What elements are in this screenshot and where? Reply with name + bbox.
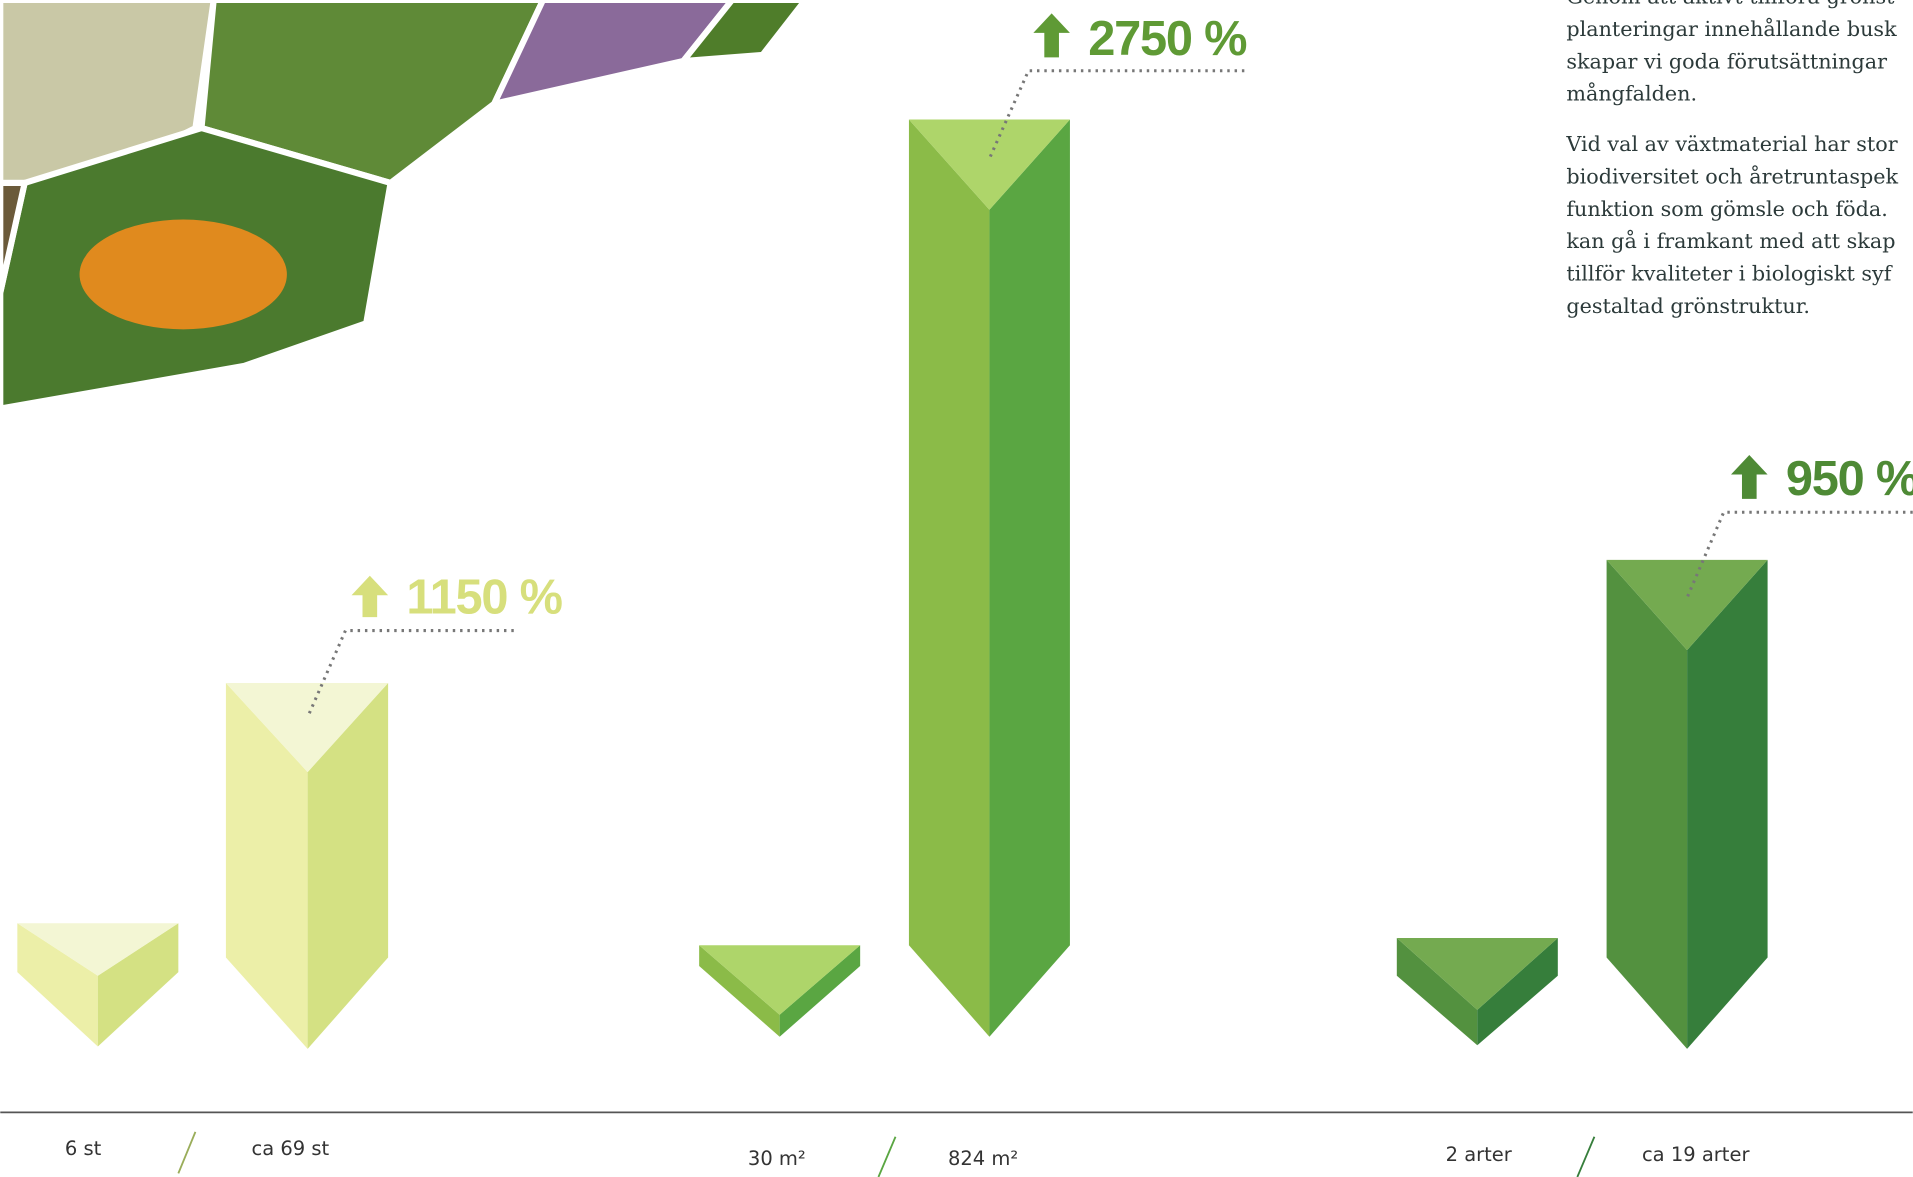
after-label: ca 19 arter [1642,1143,1750,1166]
text-line: Vid val av växtmaterial har stor [1565,132,1897,156]
increase-label: 950 % [1786,452,1913,506]
prism-after [909,120,1070,1037]
photo-collage [0,0,805,409]
text-line: skapar vi goda förutsättningar [1566,49,1887,73]
text-line: funktion som gömsle och föda. [1566,197,1887,221]
divider [1577,1137,1594,1177]
prism-before [17,923,178,1046]
paragraph: Genom att aktivt tillföra grönst planter… [1566,0,1903,106]
increase-label: 2750 % [1088,12,1247,66]
text-line: biodiversitet och åretruntaspek [1566,165,1898,189]
text-line: kan gå i framkant med att skap [1566,229,1895,253]
before-label: 2 arter [1446,1143,1513,1166]
up-arrow [352,576,389,617]
up-arrow [1731,455,1768,499]
up-arrow [1033,13,1070,57]
text-line: planteringar innehållande busk [1566,17,1897,41]
text-line: mångfalden. [1566,82,1697,106]
butterfly [80,220,287,330]
infographic: Genom att aktivt tillföra grönst planter… [0,0,1913,1177]
text-line: gestaltad grönstruktur. [1566,294,1810,318]
after-label: ca 69 st [252,1137,330,1160]
before-label: 30 m² [748,1147,806,1170]
prism-before [699,945,860,1036]
text-line: Genom att aktivt tillföra grönst [1566,0,1895,9]
text-line: tillför kvaliteter i biologiskt syf [1566,262,1892,286]
after-label: 824 m² [948,1147,1018,1170]
paragraph: Vid val av växtmaterial har stor biodive… [1565,132,1904,318]
divider [878,1137,895,1177]
before-label: 6 st [65,1137,102,1160]
prism-after [1607,560,1768,1049]
prism-before [1397,938,1558,1045]
increase-label: 1150 % [406,571,562,625]
divider [178,1132,195,1173]
prism-after [226,683,388,1049]
